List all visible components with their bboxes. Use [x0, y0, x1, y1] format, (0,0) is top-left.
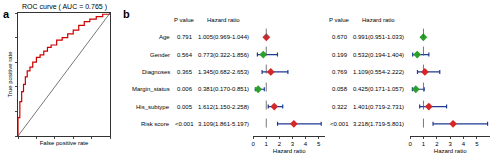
svg-text:a: a	[3, 8, 10, 20]
svg-text:3: 3	[291, 141, 295, 147]
svg-text:P value: P value	[174, 17, 195, 23]
svg-text:Hazard ratio: Hazard ratio	[273, 148, 306, 154]
svg-text:0.769: 0.769	[332, 69, 348, 75]
svg-text:0.773(0.322-1.856): 0.773(0.322-1.856)	[198, 52, 249, 58]
svg-text:ROC curve ( AUC = 0.765 ): ROC curve ( AUC = 0.765 )	[22, 3, 107, 11]
svg-text:5: 5	[475, 141, 479, 147]
svg-text:<0.001: <0.001	[330, 121, 349, 127]
svg-text:Risk score: Risk score	[141, 121, 170, 127]
svg-text:His_subtype: His_subtype	[136, 104, 170, 110]
svg-text:4: 4	[304, 141, 308, 147]
svg-text:2: 2	[435, 141, 439, 147]
svg-text:0.532(0.194-1.404): 0.532(0.194-1.404)	[353, 52, 404, 58]
svg-text:2: 2	[278, 141, 282, 147]
svg-text:1.612(1.150-2.258): 1.612(1.150-2.258)	[198, 104, 249, 110]
svg-text:0.381(0.170-0.851): 0.381(0.170-0.851)	[198, 86, 249, 92]
svg-text:P value: P value	[329, 17, 350, 23]
svg-text:Hazard ratio: Hazard ratio	[362, 17, 395, 23]
svg-text:True positive rate: True positive rate	[7, 51, 13, 98]
svg-text:1.109(0.554-2.222): 1.109(0.554-2.222)	[353, 69, 404, 75]
svg-text:Hazard ratio: Hazard ratio	[207, 17, 240, 23]
svg-text:5: 5	[317, 141, 321, 147]
svg-text:Age: Age	[159, 34, 170, 40]
svg-text:0.670: 0.670	[332, 34, 348, 40]
svg-text:0: 0	[408, 141, 412, 147]
svg-text:1: 1	[422, 141, 426, 147]
svg-text:3.109(1.861-5.197): 3.109(1.861-5.197)	[198, 121, 249, 127]
svg-text:0.005: 0.005	[177, 104, 193, 110]
svg-text:0.425(0.171-1.057): 0.425(0.171-1.057)	[353, 86, 404, 92]
svg-text:0.006: 0.006	[177, 86, 193, 92]
svg-text:0.991(0.951-1.033): 0.991(0.951-1.033)	[353, 34, 404, 40]
svg-text:0.058: 0.058	[332, 86, 348, 92]
svg-text:4: 4	[462, 141, 466, 147]
svg-text:1.401(0.719-2.731): 1.401(0.719-2.731)	[353, 104, 404, 110]
svg-text:0.564: 0.564	[177, 52, 193, 58]
svg-text:b: b	[123, 8, 130, 20]
svg-text:0.365: 0.365	[177, 69, 193, 75]
svg-text:False positive rate: False positive rate	[40, 140, 89, 146]
svg-text:1: 1	[265, 141, 269, 147]
svg-text:3: 3	[448, 141, 452, 147]
svg-text:0.199: 0.199	[332, 52, 348, 58]
svg-text:<0.001: <0.001	[175, 121, 194, 127]
svg-text:1.005(0.969-1.044): 1.005(0.969-1.044)	[198, 34, 249, 40]
svg-text:0.791: 0.791	[177, 34, 193, 40]
svg-text:0.322: 0.322	[332, 104, 348, 110]
svg-text:Hazard ratio: Hazard ratio	[434, 148, 467, 154]
svg-text:1.345(0.682-2.653): 1.345(0.682-2.653)	[198, 69, 249, 75]
svg-text:Margin_status: Margin_status	[132, 86, 170, 92]
svg-text:3.218(1.719-5.801): 3.218(1.719-5.801)	[353, 121, 404, 127]
svg-text:Gender: Gender	[150, 52, 170, 58]
svg-text:Diagnoses: Diagnoses	[142, 69, 170, 75]
svg-text:0: 0	[251, 141, 255, 147]
